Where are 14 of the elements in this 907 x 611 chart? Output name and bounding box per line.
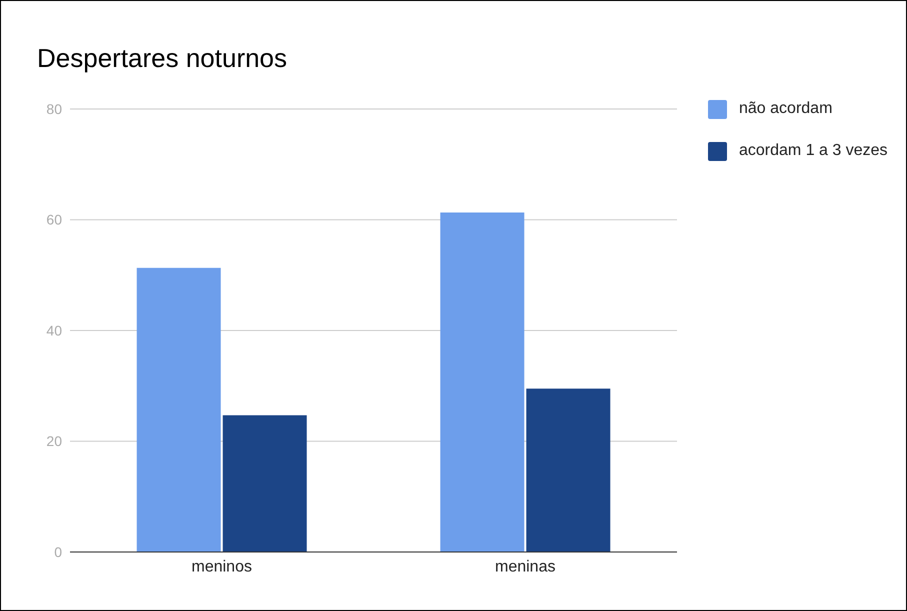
bar: [440, 212, 524, 552]
y-tick-label: 40: [46, 322, 62, 338]
x-tick-label: meninos: [192, 558, 252, 576]
y-tick-label: 80: [46, 100, 62, 117]
y-tick-label: 60: [46, 212, 62, 228]
chart-title: Despertares noturnos: [37, 43, 288, 74]
bar: [222, 415, 307, 552]
x-tick-label: meninas: [495, 558, 556, 576]
legend-label: não acordam: [739, 100, 832, 118]
y-tick-label: 20: [46, 433, 62, 450]
legend-label: acordam 1 a 3 vezes: [739, 142, 888, 160]
y-tick-label: 0: [54, 544, 62, 560]
bar: [136, 268, 221, 552]
bar: [526, 388, 610, 552]
